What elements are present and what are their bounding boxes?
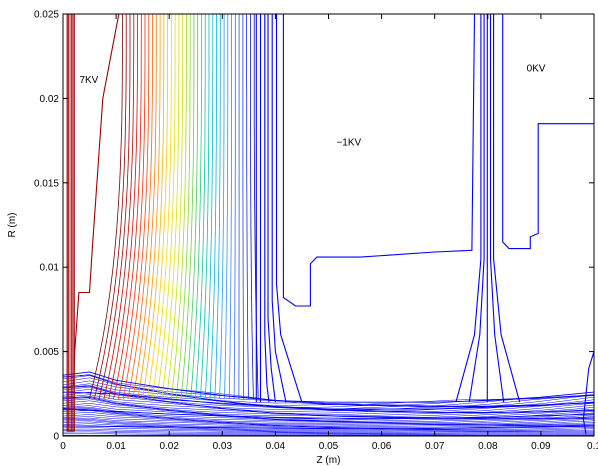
beam-trajectory-line (63, 416, 594, 427)
equipotential-line (122, 14, 150, 399)
equipotential-line (271, 14, 287, 403)
x-tick-label: 0.09 (531, 441, 551, 452)
equipotential-line (175, 14, 191, 399)
y-tick-label: 0.015 (34, 178, 59, 189)
equipotential-line (151, 14, 172, 399)
equipotential-line (171, 14, 187, 399)
equipotential-line (113, 14, 142, 399)
equipotential-line (190, 14, 202, 399)
x-tick-label: 0.03 (213, 441, 233, 452)
x-tick-label: 0.06 (372, 441, 392, 452)
equipotential-line (161, 14, 180, 399)
x-tick-label: 0.01 (106, 441, 126, 452)
equipotential-line (468, 14, 485, 403)
y-tick-label: 0.01 (40, 263, 60, 274)
voltage-annotation: 7KV (79, 75, 98, 86)
equipotential-line (275, 14, 303, 403)
equipotential-line (219, 14, 225, 399)
equipotential-line (214, 14, 221, 399)
equipotential-line (455, 14, 482, 403)
beam-trajectory-line (63, 385, 594, 411)
beam-trajectory-line (63, 425, 594, 431)
x-tick-label: 0.07 (425, 441, 445, 452)
y-tick-label: 0.025 (34, 10, 59, 21)
equipotential-line (264, 14, 270, 403)
beam-envelope-line (63, 408, 594, 420)
equipotential-line (142, 14, 165, 399)
x-tick-label: 0.05 (319, 441, 339, 452)
equipotential-line (180, 14, 195, 399)
annotations: 7KV −1KV 0KV (79, 63, 545, 148)
equipotential-line (89, 14, 123, 399)
voltage-annotation: −1KV (336, 138, 361, 149)
equipotential-line (156, 14, 176, 399)
equipotential-line (204, 14, 214, 399)
equipotential-line (146, 14, 169, 399)
equipotential-line (137, 14, 161, 399)
beam-trajectory-line (63, 405, 594, 421)
equipotential-line (103, 14, 135, 399)
beam-envelope-line (63, 371, 594, 403)
equipotential-line (118, 14, 146, 399)
axis-ticks: 0 0.01 0.02 0.03 0.04 0.05 0.06 0.07 0.08 0.09 0.1… (34, 10, 598, 453)
x-axis-label: Z (m) (317, 455, 341, 466)
y-axis-label: R (m) (7, 213, 18, 238)
beam-trajectory-line (63, 391, 594, 414)
beam-trajectory-line (63, 374, 594, 405)
equipotential-line (493, 14, 521, 403)
equipotential-line (267, 14, 276, 403)
equipotential-line (489, 14, 505, 403)
beam-trajectory-line (63, 414, 594, 426)
beam-trajectory-line (63, 410, 594, 424)
equipotential-line (108, 14, 138, 399)
beam-envelope-line (63, 425, 594, 430)
beam-trajectory-line (63, 412, 594, 425)
equipotential-line (246, 14, 249, 399)
equipotential-line (249, 14, 254, 399)
y-tick-label: 0 (53, 432, 59, 443)
plot-area (63, 14, 594, 436)
beam-trajectory-line (63, 374, 594, 407)
equipotential-line (132, 14, 157, 399)
equipotential-line (582, 351, 594, 435)
equipotential-line (93, 14, 127, 399)
electrode-outline (282, 14, 476, 307)
axes-frame (62, 13, 595, 437)
beam-trajectory-line (63, 419, 594, 428)
beam-trajectory-line (63, 423, 594, 431)
beam-trajectory-line (63, 380, 594, 408)
y-tick-label: 0.005 (34, 347, 59, 358)
x-tick-label: 0.1 (587, 441, 598, 452)
x-tick-label: 0.04 (266, 441, 286, 452)
x-tick-label: 0 (60, 441, 66, 452)
equipotential-line (185, 14, 199, 399)
equipotential-line (98, 14, 131, 399)
x-tick-label: 0.08 (478, 441, 498, 452)
voltage-annotation: 0KV (527, 63, 546, 74)
beam-envelope-line (63, 391, 594, 410)
x-tick-label: 0.02 (159, 441, 179, 452)
equipotential-line (224, 14, 229, 399)
equipotential-line (209, 14, 217, 399)
electrode-outline (502, 14, 594, 250)
equipotential-line (127, 14, 154, 399)
equipotential-line (73, 14, 120, 386)
beam-trajectory-line (63, 417, 594, 428)
equipotential-line (166, 14, 184, 399)
equipotential-line (228, 14, 233, 399)
equipotential-line (195, 14, 206, 399)
equipotential-line (242, 14, 245, 399)
y-tick-label: 0.02 (40, 94, 60, 105)
equipotential-line (199, 14, 210, 399)
equipotential-line (233, 14, 236, 399)
